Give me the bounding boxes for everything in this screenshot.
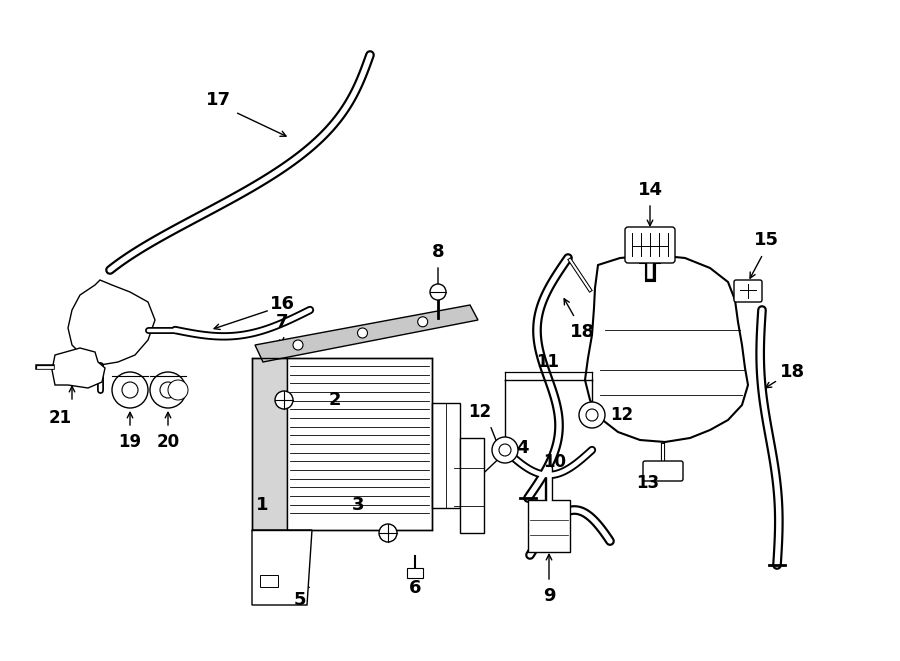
- FancyBboxPatch shape: [643, 461, 683, 481]
- Text: 8: 8: [432, 243, 445, 261]
- Circle shape: [586, 409, 598, 421]
- Text: 16: 16: [269, 295, 294, 313]
- FancyBboxPatch shape: [407, 568, 423, 578]
- Text: 18: 18: [570, 323, 595, 341]
- Text: 5: 5: [293, 591, 306, 609]
- Text: 11: 11: [536, 353, 560, 371]
- Text: 4: 4: [516, 439, 528, 457]
- Circle shape: [357, 328, 367, 338]
- Text: 12: 12: [468, 403, 491, 421]
- Text: 1: 1: [256, 496, 268, 514]
- Circle shape: [160, 382, 176, 398]
- Polygon shape: [68, 280, 155, 365]
- FancyBboxPatch shape: [432, 403, 460, 508]
- FancyBboxPatch shape: [260, 575, 278, 587]
- Polygon shape: [52, 348, 105, 388]
- Circle shape: [150, 372, 186, 408]
- Circle shape: [499, 444, 511, 456]
- Circle shape: [122, 382, 138, 398]
- FancyBboxPatch shape: [734, 280, 762, 302]
- Circle shape: [275, 391, 293, 409]
- Text: 2: 2: [328, 391, 341, 409]
- Text: 14: 14: [637, 181, 662, 199]
- FancyBboxPatch shape: [528, 500, 570, 552]
- Text: 13: 13: [636, 474, 660, 492]
- Circle shape: [379, 524, 397, 542]
- Polygon shape: [252, 530, 312, 605]
- FancyBboxPatch shape: [287, 358, 432, 530]
- Polygon shape: [460, 438, 484, 533]
- Text: 20: 20: [157, 433, 180, 451]
- Text: 9: 9: [543, 587, 555, 605]
- Text: 3: 3: [352, 496, 365, 514]
- Text: 7: 7: [275, 313, 288, 331]
- Circle shape: [579, 402, 605, 428]
- Circle shape: [430, 284, 446, 300]
- FancyBboxPatch shape: [625, 227, 675, 263]
- Circle shape: [168, 380, 188, 400]
- Text: 15: 15: [753, 231, 778, 249]
- Text: 10: 10: [544, 453, 566, 471]
- Text: 17: 17: [205, 91, 230, 109]
- Polygon shape: [255, 305, 478, 362]
- Text: 12: 12: [610, 406, 634, 424]
- Polygon shape: [252, 358, 287, 530]
- Circle shape: [492, 437, 518, 463]
- Text: 19: 19: [119, 433, 141, 451]
- Text: 6: 6: [409, 579, 421, 597]
- Text: 18: 18: [779, 363, 805, 381]
- Circle shape: [418, 317, 428, 327]
- Polygon shape: [585, 255, 748, 442]
- Circle shape: [293, 340, 303, 350]
- Text: 21: 21: [49, 409, 72, 427]
- Circle shape: [112, 372, 148, 408]
